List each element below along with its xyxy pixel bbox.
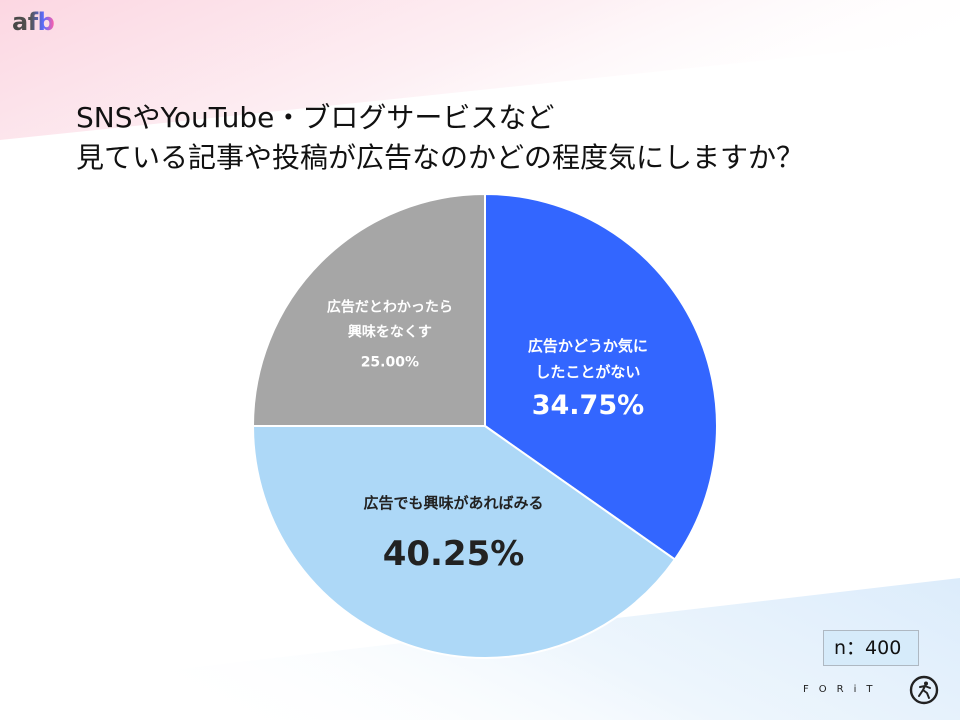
forit-runner-icon bbox=[909, 675, 939, 705]
sample-size-box: n：400 bbox=[823, 630, 919, 666]
slice-1-label-line-1: 広告かどうか気に bbox=[528, 337, 648, 355]
pie-slice-3 bbox=[251, 192, 486, 427]
pie-slice-1 bbox=[484, 192, 718, 561]
slice-2-label-line-1: 広告でも興味があればみる bbox=[364, 494, 544, 512]
afb-logo: afb bbox=[12, 8, 55, 36]
slice-3-value-label: 25.00% bbox=[361, 354, 419, 370]
slice-3-label-line-2: 興味をなくす bbox=[348, 324, 432, 340]
slice-3-label-line-1: 広告だとわかったら bbox=[327, 298, 453, 315]
chart-title: SNSやYouTube・ブログサービスなど 見ている記事や投稿が広告なのかどの程… bbox=[76, 98, 804, 178]
chart-title-line-1: SNSやYouTube・ブログサービスなど bbox=[76, 101, 555, 134]
slice-2-value-label: 40.25% bbox=[383, 534, 525, 574]
pie-slice-2 bbox=[251, 425, 677, 659]
slice-1-label-line-2: したことがない bbox=[535, 363, 640, 381]
chart-title-line-2: 見ている記事や投稿が広告なのかどの程度気にしますか？ bbox=[76, 141, 805, 174]
forit-wordmark: FORiT bbox=[803, 684, 883, 695]
slice-1-value-label: 34.75% bbox=[532, 390, 644, 421]
